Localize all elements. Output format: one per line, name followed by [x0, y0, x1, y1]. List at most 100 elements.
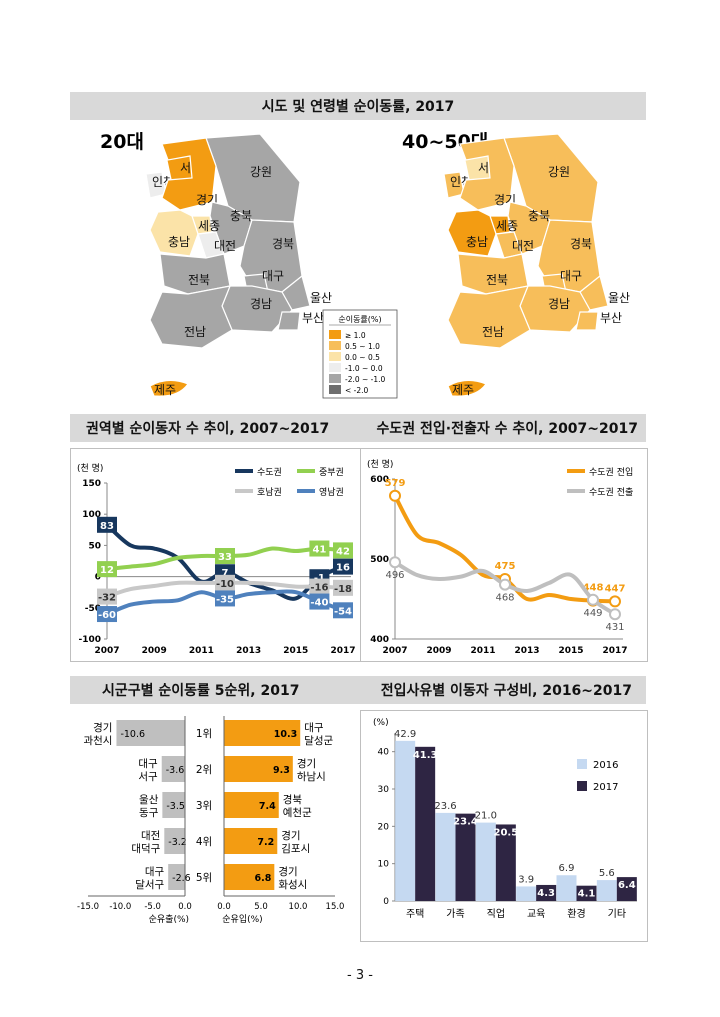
- outflow-tick: -15.0: [77, 902, 99, 912]
- bar-2016: [556, 875, 577, 901]
- bar-value: 4.1: [578, 889, 596, 900]
- section1-title-band: 시도 및 연령별 순이동률, 2017: [70, 92, 646, 120]
- category-label: 환경: [567, 907, 585, 920]
- legend-swatch: [329, 363, 341, 372]
- inflow-value: 6.8: [254, 873, 271, 884]
- reason-panel: (%) 0 10 20 30 40 42.9 41.3 주택 23.6 23.4 가족 21.0 20.5…: [360, 710, 648, 942]
- inflow-value: 10.3: [274, 729, 297, 740]
- outflow-axis-label: 순유출(%): [149, 914, 189, 925]
- inflow-bar: [224, 828, 278, 854]
- x-tick-label: 2015: [558, 646, 583, 656]
- data-label-box: [309, 593, 330, 610]
- legend-swatch: [329, 330, 341, 339]
- capital-inout-chart: (천 명) 400 500 600 2007 2009 2011 2013 2015 2017 57…: [367, 459, 633, 656]
- data-label-box: [97, 588, 117, 605]
- y-tick-label: 0: [95, 573, 101, 583]
- data-label-box: [309, 578, 330, 595]
- legend-swatch: [329, 341, 341, 350]
- inflow-name: 하남시: [297, 770, 326, 783]
- rank-label: 3위: [196, 799, 212, 812]
- section3-title-band: 시군구별 순이동률 5순위, 2017 전입사유별 이동자 구성비, 2016~…: [70, 676, 646, 704]
- category-label: 주택: [406, 908, 424, 920]
- legend-label: 영남권: [319, 486, 344, 498]
- region-label-경북: 경북: [272, 237, 294, 251]
- region-충북: [209, 201, 253, 255]
- data-label: 16: [336, 563, 350, 574]
- category-label: 가족: [446, 908, 464, 920]
- data-marker: [499, 578, 511, 591]
- data-label: 579: [385, 478, 406, 489]
- inflow-name: 예천군: [283, 806, 312, 819]
- outflow-value: -3.2: [168, 837, 187, 848]
- outflow-value: -3.5: [166, 801, 185, 812]
- rank-label: 2위: [196, 763, 212, 776]
- region-label-경남: 경남: [250, 297, 272, 311]
- data-label: 496: [385, 570, 404, 581]
- rank-label: 4위: [196, 835, 212, 848]
- data-label: 468: [495, 593, 514, 604]
- region-label-강원: 강원: [548, 165, 570, 179]
- inflow-value: 9.3: [273, 765, 290, 776]
- region-label-전북: 전북: [188, 273, 210, 287]
- map-40s-50s: 인천서울강원경기충북세종충남대전경북전북대구울산광주경남부산전남제주: [443, 133, 630, 397]
- outflow-name: 동구: [139, 807, 159, 819]
- y-tick-label: -50: [85, 604, 101, 614]
- data-label: 431: [605, 622, 624, 633]
- inflow-name: 화성시: [278, 879, 307, 891]
- region-경기: [161, 137, 217, 211]
- page-number: - 3 -: [347, 968, 373, 983]
- inflow-value: 7.2: [257, 837, 274, 848]
- data-label-box: [97, 561, 117, 578]
- legend-label: -2.0 ~ -1.0: [345, 375, 386, 384]
- inflow-tick: 15.0: [326, 902, 345, 912]
- inflow-name: 경기: [278, 865, 297, 878]
- legend-label: 0.5 ~ 1.0: [345, 342, 380, 351]
- data-label-box: [333, 558, 353, 575]
- bar-value: 21.0: [475, 811, 497, 822]
- regional-migration-panel: (천 명) -100 -50 0 50 100 150 2007 2009 2011 2013 201…: [70, 448, 362, 662]
- y-tick-label: 30: [378, 785, 390, 795]
- legend-label: < -2.0: [345, 386, 369, 395]
- x-tick-label: 2007: [94, 646, 119, 656]
- data-label: 449: [583, 608, 602, 619]
- map1-label: 20대: [100, 131, 144, 153]
- data-label-box: [309, 540, 330, 557]
- bar-value: 3.9: [518, 874, 534, 885]
- data-label: -16: [310, 583, 328, 594]
- y-tick-label: 20: [378, 822, 390, 832]
- region-label-전남: 전남: [482, 325, 504, 339]
- legend-label: 0.0 ~ 0.5: [345, 353, 380, 362]
- legend-label: 수도권 전출: [589, 486, 633, 498]
- x-tick-label: 2009: [426, 646, 451, 656]
- data-label-box: [333, 579, 353, 596]
- region-label-충북: 충북: [230, 209, 252, 223]
- data-label: -10: [216, 579, 234, 590]
- region-label-대전: 대전: [214, 239, 236, 253]
- x-tick-label: 2015: [283, 646, 308, 656]
- legend-swatch: [329, 385, 341, 394]
- legend-label: -1.0 ~ 0.0: [345, 364, 383, 373]
- outflow-name: 대덕구: [131, 843, 160, 855]
- inflow-name: 경기: [281, 829, 300, 842]
- legend-label: 2017: [593, 782, 618, 793]
- inflow-name: 달성군: [304, 735, 333, 747]
- region-label-충남: 충남: [168, 235, 190, 249]
- y-tick-label: 400: [370, 635, 389, 645]
- data-marker: [389, 489, 401, 502]
- map-20s: 인천서울강원경기충북세종충남대전경북전북대구울산광주경남부산전남제주: [145, 133, 332, 397]
- bar-value: 42.9: [394, 729, 416, 740]
- y-tick-label: 10: [378, 860, 390, 870]
- map-legend: 순이동률(%) ≥ 1.0 0.5 ~ 1.0 0.0 ~ 0.5 -1.0 ~ 0.…: [322, 309, 398, 399]
- inflow-bar: [224, 756, 293, 782]
- data-label: -35: [216, 594, 234, 605]
- x-tick-label: 2017: [330, 646, 355, 656]
- legend-swatch: [577, 781, 587, 791]
- inflow-name: 대구: [304, 722, 324, 734]
- legend-title: 순이동률(%): [338, 314, 381, 324]
- line-chart2-title: 수도권 전입·전출자 수 추이, 2007~2017: [376, 421, 638, 437]
- data-marker: [609, 595, 621, 608]
- outflow-tick: 0.0: [178, 902, 192, 912]
- data-label: -60: [98, 610, 116, 621]
- inflow-value: 7.4: [259, 801, 276, 812]
- y-tick-label: 150: [82, 479, 101, 489]
